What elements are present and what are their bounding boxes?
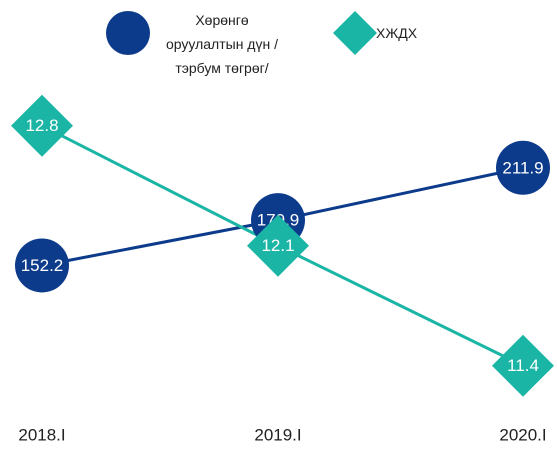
data-label: 211.9 — [502, 158, 543, 177]
marker — [15, 238, 69, 293]
marker — [496, 140, 550, 195]
data-label: 152.2 — [21, 256, 64, 275]
data-label: 12.1 — [261, 236, 294, 255]
marker — [247, 214, 309, 277]
legend-label: Хөрөнгө оруулалтын дүн /тэрбум төгрөг/ — [165, 12, 278, 76]
x-tick-label: 2018.I — [18, 425, 65, 444]
data-label: 11.4 — [507, 356, 539, 375]
marker — [11, 94, 73, 157]
marker — [492, 334, 554, 397]
data-label: 12.8 — [25, 116, 58, 135]
legend-marker — [333, 11, 377, 55]
legend-marker — [106, 11, 150, 55]
x-tick-label: 2020.I — [499, 425, 546, 444]
x-tick-label: 2019.I — [254, 425, 301, 444]
legend-label: ХЖДХ — [376, 25, 418, 41]
